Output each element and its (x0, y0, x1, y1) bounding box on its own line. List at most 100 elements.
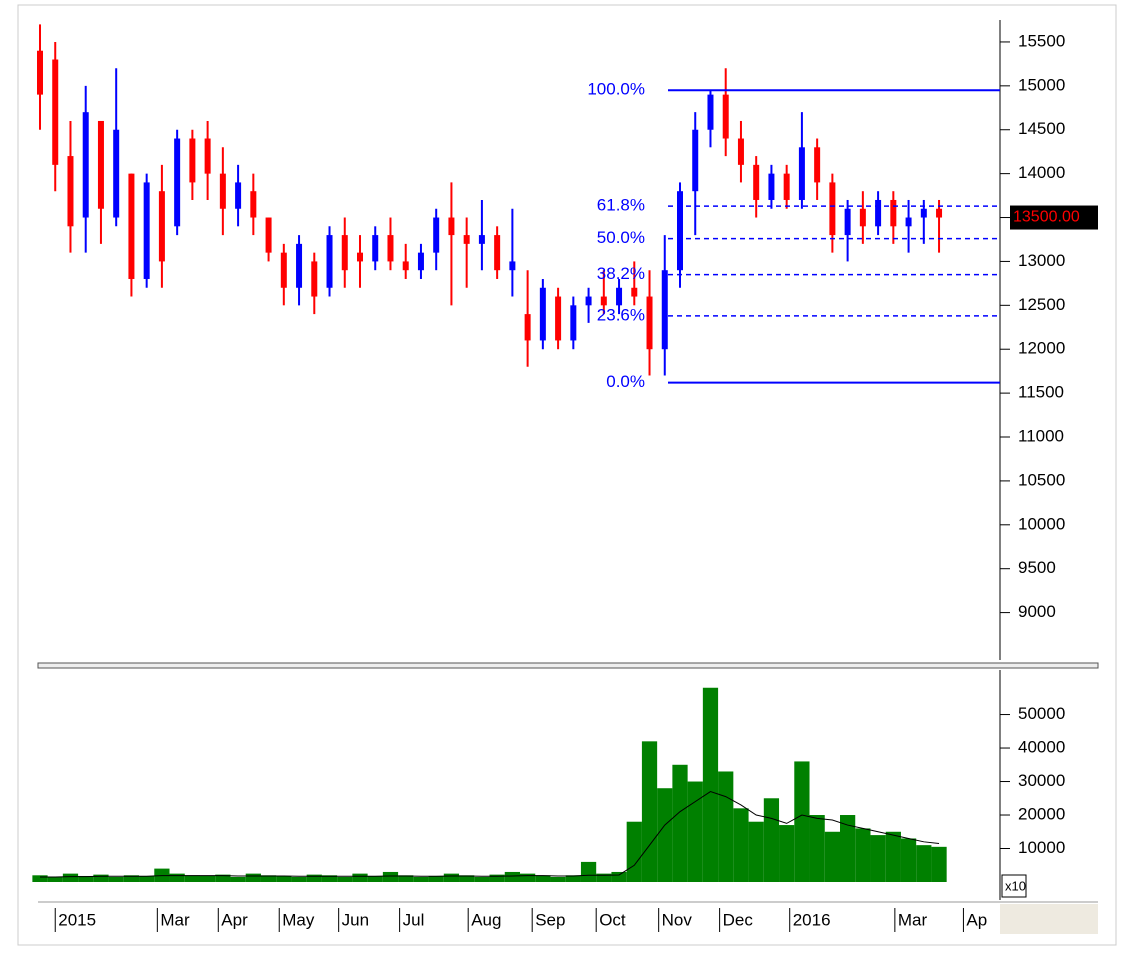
y-tick-label: 11500 (1018, 383, 1064, 402)
volume-bar (139, 875, 155, 882)
fib-label: 100.0% (587, 80, 645, 99)
bar-body (707, 94, 714, 130)
fib-label: 0.0% (606, 372, 645, 391)
panel-separator (37, 662, 1099, 669)
volume-bar (596, 873, 612, 882)
bar-body (661, 270, 668, 350)
y-tick-label: 15000 (1018, 75, 1065, 94)
unit-box (1001, 874, 1027, 898)
bar-body (219, 173, 226, 209)
x-tick-label: Apr (221, 910, 248, 929)
bar-body (478, 235, 485, 244)
volume-bar (93, 874, 109, 882)
volume-bar (62, 873, 79, 882)
axis-corner (1000, 904, 1098, 934)
bar-body (463, 235, 470, 244)
bar-body (448, 217, 455, 236)
x-tick-label: Mar (898, 910, 928, 929)
y-tick-label: 9500 (1018, 558, 1056, 577)
volume-bar (78, 875, 94, 882)
bar-body (433, 217, 440, 253)
bar-body (189, 138, 196, 183)
volume-bar (779, 825, 795, 882)
volume-bar (504, 871, 520, 882)
bar-body (52, 59, 59, 165)
volume-bar (931, 846, 947, 882)
volume-bar (367, 875, 383, 882)
volume-bar (306, 874, 322, 882)
bar-body (494, 235, 501, 271)
bar-body (265, 217, 272, 253)
bar-body (524, 314, 531, 341)
volume-bar (474, 876, 490, 882)
volume-bar (794, 761, 810, 882)
volume-bar (535, 875, 551, 882)
bar-body (280, 252, 287, 288)
volume-bar (215, 874, 231, 882)
x-tick-label: Aug (471, 910, 501, 929)
volume-bar (565, 875, 581, 882)
bar-body (67, 156, 74, 227)
volume-bar (32, 875, 48, 882)
volume-bar (291, 876, 307, 882)
bar-body (417, 252, 424, 271)
volume-bar (855, 828, 871, 882)
y-tick-label: 10000 (1018, 838, 1065, 857)
bar-body (341, 235, 348, 271)
unit-label: x10 (1005, 878, 1026, 893)
volume-bar (489, 874, 505, 882)
y-tick-label: 13000 (1018, 251, 1065, 270)
bar-body (677, 191, 683, 271)
bar-body (326, 235, 333, 288)
volume-bar (626, 821, 642, 882)
moving-average (40, 791, 940, 878)
bar-body (128, 173, 135, 279)
bar-body (539, 287, 546, 341)
volume-bar (108, 876, 124, 882)
fib-label: 50.0% (597, 228, 645, 247)
bar-body (509, 261, 516, 271)
x-tick-label: Nov (662, 910, 693, 929)
bar-body (82, 112, 89, 218)
frame (17, 4, 1117, 946)
volume-bar (641, 741, 658, 882)
volume-bar (276, 875, 292, 882)
bar-body (555, 296, 562, 341)
y-tick-label: 14000 (1018, 163, 1065, 182)
volume-bar (184, 875, 200, 882)
volume-bar (885, 831, 901, 882)
fib-label: 23.6% (597, 305, 645, 324)
y-tick-label: 15500 (1018, 31, 1065, 50)
bar-body (296, 243, 303, 288)
bar-body (890, 199, 897, 227)
bar-body (372, 235, 379, 262)
bar-body (631, 287, 638, 297)
bar-body (204, 138, 211, 174)
bar-body (616, 287, 623, 306)
x-tick-label: May (282, 910, 315, 929)
bar-body (585, 296, 592, 306)
bar-body (235, 182, 242, 209)
volume-bar (169, 873, 185, 882)
y-tick-label: 30000 (1018, 771, 1065, 790)
volume-bar (657, 788, 673, 882)
y-tick-label: 12000 (1018, 339, 1065, 358)
x-tick-label: Jun (342, 910, 369, 929)
volume-bar (672, 764, 688, 882)
fib-label: 38.2% (597, 264, 645, 283)
y-tick-label: 10000 (1018, 514, 1065, 533)
x-tick-label: Dec (723, 910, 754, 929)
y-tick-label: 10500 (1018, 470, 1065, 489)
bar-body (600, 296, 607, 306)
bar-body (174, 138, 181, 227)
volume-bar (748, 821, 764, 882)
volume-bar (443, 873, 460, 882)
x-tick-label: 2016 (793, 910, 831, 929)
volume-bar (352, 873, 368, 882)
fib-label: 61.8% (597, 196, 645, 215)
y-tick-label: 14500 (1018, 119, 1065, 138)
bar-body (570, 305, 577, 341)
volume-bar (702, 687, 719, 882)
x-tick-label: Mar (160, 910, 190, 929)
bar-body (936, 208, 943, 218)
